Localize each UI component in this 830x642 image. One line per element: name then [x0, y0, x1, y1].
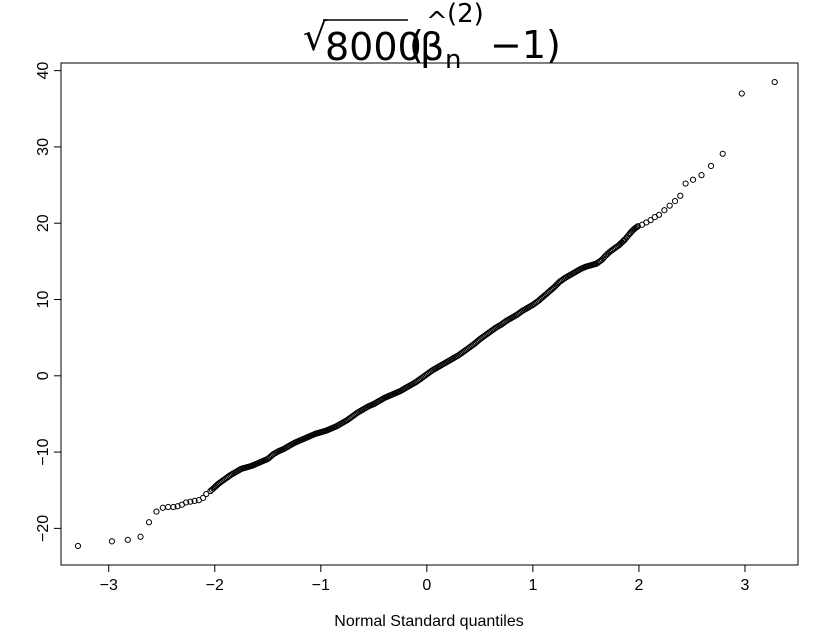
title-hat: ^	[426, 7, 448, 37]
data-point	[187, 498, 194, 505]
data-point	[137, 533, 144, 540]
data-point	[738, 90, 745, 97]
data-point	[719, 150, 726, 157]
y-tick-label: 10	[35, 291, 52, 309]
data-point	[661, 207, 668, 214]
x-tick-label: −2	[206, 577, 224, 594]
title-beta: β	[420, 25, 444, 69]
x-tick-label: 2	[634, 577, 643, 594]
data-point	[145, 519, 153, 526]
title-minus-one: −1)	[490, 23, 561, 67]
title-open-paren: (	[409, 23, 424, 67]
data-point	[655, 211, 663, 218]
title-superscript: (2)	[447, 0, 484, 29]
data-point	[165, 503, 172, 511]
y-axis: −20 −10 0 10 20 30 40	[35, 62, 62, 542]
data-point	[170, 503, 177, 511]
x-tick-label: −1	[312, 577, 330, 594]
x-tick-label: −3	[100, 577, 118, 594]
x-tick-label: 3	[741, 577, 750, 594]
x-tick-label: 0	[422, 577, 431, 594]
data-point	[203, 490, 210, 498]
y-tick-label: 40	[35, 62, 52, 80]
data-point	[200, 494, 207, 501]
title-radical: √	[303, 15, 328, 59]
data-point	[74, 542, 82, 550]
plot-frame	[60, 62, 799, 566]
title-radicand: 8000	[325, 25, 422, 69]
chart-title: √ 8000 ( ^ β n (2) −1)	[303, 0, 561, 75]
data-point	[698, 172, 705, 179]
data-point	[771, 78, 778, 86]
data-point	[108, 538, 116, 545]
data-point	[622, 236, 629, 243]
data-point	[633, 223, 640, 231]
data-point	[671, 197, 679, 205]
data-point	[183, 499, 190, 506]
data-point	[682, 180, 689, 187]
data-point	[647, 217, 654, 224]
y-tick-label: 30	[35, 138, 52, 156]
data-point	[666, 202, 673, 209]
data-point	[689, 176, 697, 183]
data-point	[124, 536, 131, 543]
data-point	[707, 162, 715, 170]
y-tick-label: 20	[35, 214, 52, 232]
y-tick-label: 0	[35, 371, 52, 380]
y-tick-label: −20	[35, 515, 52, 542]
x-axis: −3 −2 −1 0 1 2 3	[100, 564, 750, 594]
x-axis-label: Normal Standard quantiles	[334, 613, 523, 630]
data-points	[74, 78, 778, 550]
x-tick-label: 1	[528, 577, 537, 594]
data-point	[191, 497, 198, 505]
data-point	[677, 192, 684, 199]
data-point	[153, 508, 160, 515]
y-tick-label: −10	[35, 438, 52, 465]
title-subscript: n	[445, 45, 461, 75]
data-point	[159, 504, 166, 511]
